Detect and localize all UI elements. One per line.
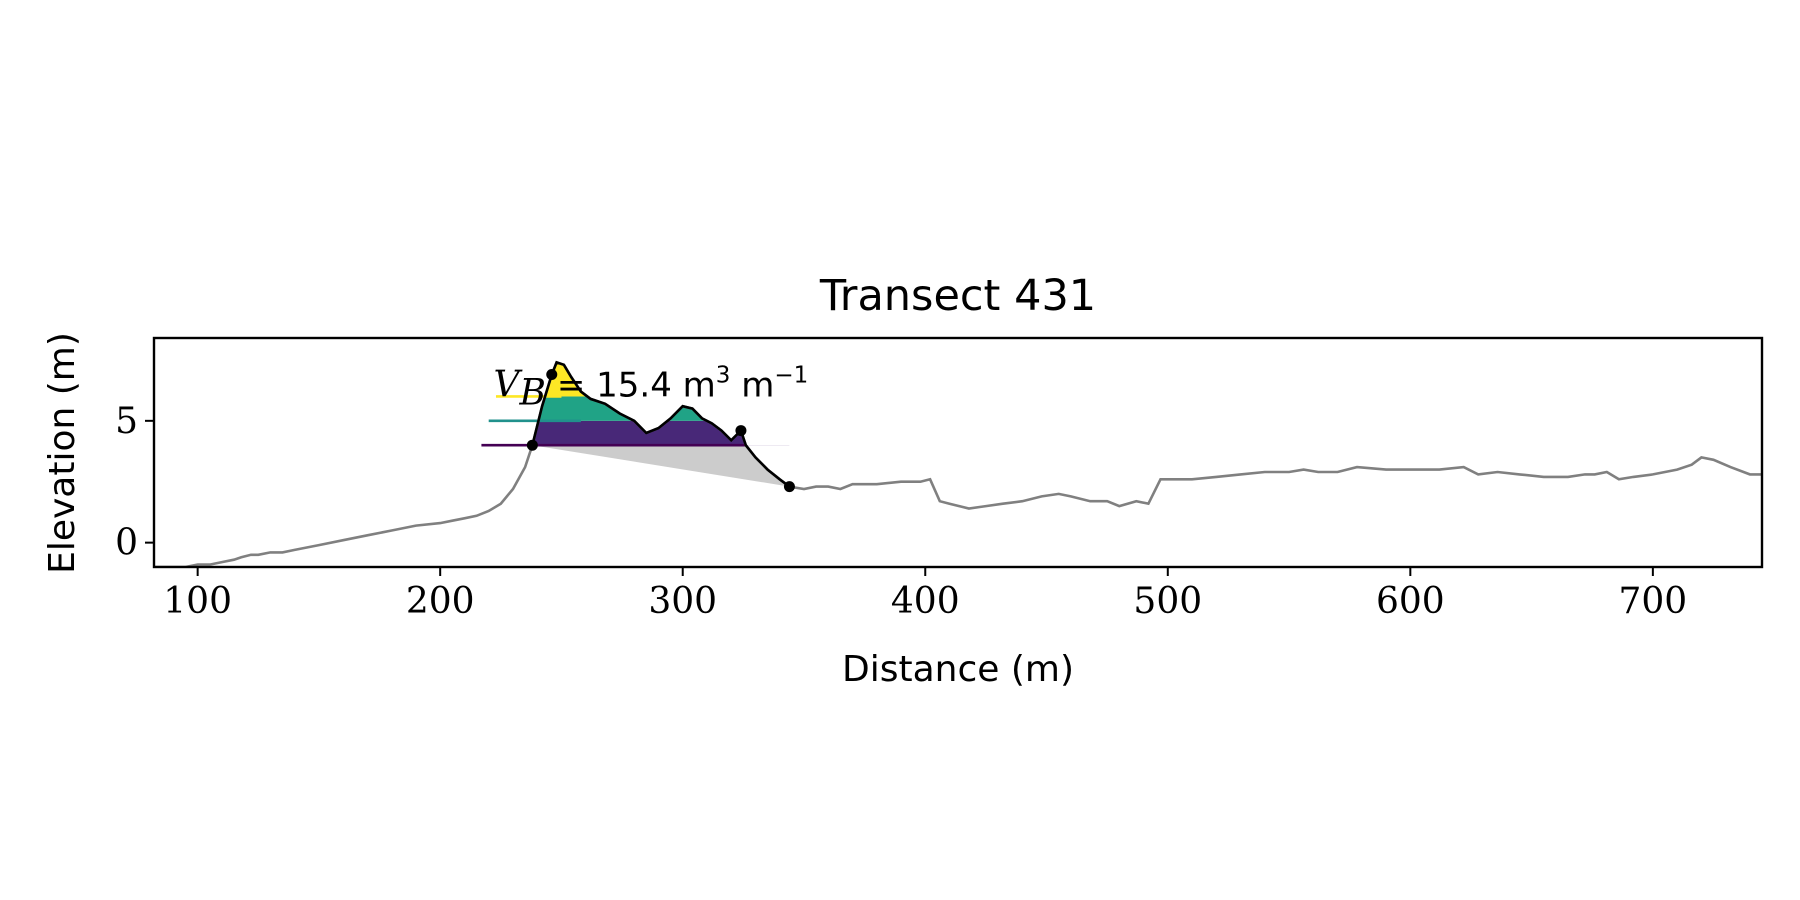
- x-tick-label: 400: [891, 581, 960, 622]
- marker-0: [526, 439, 538, 451]
- y-axis-label: Elevation (m): [42, 332, 83, 574]
- elevation-band-0: [532, 420, 790, 446]
- plot-area: [154, 360, 1762, 567]
- y-tick-label: 0: [115, 523, 138, 564]
- baseline-wedge: [532, 445, 790, 487]
- plot-frame: [152, 336, 1764, 569]
- y-axis: 05: [115, 401, 154, 564]
- x-axis-label: Distance (m): [842, 649, 1074, 690]
- band-level-lines: [481, 395, 746, 447]
- annotation-value: = 15.4 m: [546, 365, 716, 405]
- dune-crest-outline: [531, 360, 791, 488]
- annotation-exponent-1: 3: [716, 362, 731, 388]
- annotation-exponent-2: −1: [774, 362, 808, 388]
- elevation-profile-line: [154, 360, 1762, 567]
- y-tick-label: 5: [115, 401, 138, 442]
- marker-1: [546, 369, 558, 381]
- marker-3: [783, 481, 795, 493]
- chart-title: Transect 431: [819, 271, 1096, 321]
- marker-2: [735, 425, 747, 437]
- x-tick-label: 600: [1376, 581, 1445, 622]
- x-tick-label: 300: [648, 581, 717, 622]
- point-markers: [526, 369, 795, 493]
- x-axis: 100 200 300 400 500 600 700: [163, 567, 1687, 622]
- volume-annotation: VB = 15.4 m3 m−1: [494, 362, 809, 413]
- annotation-unit-2: m: [730, 365, 774, 405]
- annotation-variable: V: [494, 364, 524, 405]
- x-tick-label: 700: [1619, 581, 1688, 622]
- x-tick-label: 200: [406, 581, 475, 622]
- x-tick-label: 100: [163, 581, 232, 622]
- x-tick-label: 500: [1133, 581, 1202, 622]
- annotation-subscript: B: [519, 372, 546, 413]
